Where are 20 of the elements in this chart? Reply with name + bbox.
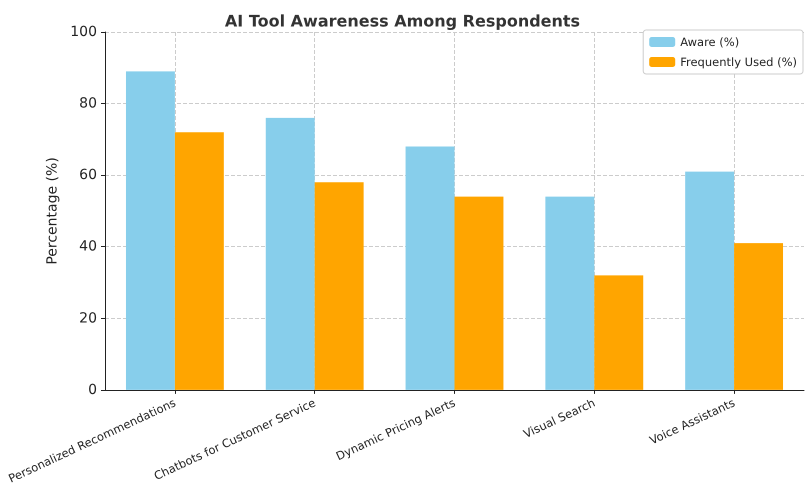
bar: [174, 132, 224, 390]
bar: [545, 196, 594, 390]
bar: [314, 182, 364, 390]
y-tick-label: 80: [79, 96, 97, 112]
bar: [685, 172, 734, 390]
bar: [126, 71, 175, 390]
y-axis-title: Percentage (%): [44, 157, 60, 265]
chart-title: AI Tool Awareness Among Respondents: [224, 12, 580, 30]
bar: [594, 275, 644, 390]
y-tick-label: 0: [88, 382, 97, 398]
bar: [454, 196, 504, 390]
bar: [266, 118, 315, 390]
bar: [406, 146, 454, 390]
legend-label: Frequently Used (%): [680, 55, 798, 69]
bar: [734, 243, 784, 390]
y-tick-label: 60: [79, 167, 97, 184]
y-tick-label: 20: [79, 310, 97, 326]
y-tick-label: 40: [79, 238, 97, 255]
legend-label: Aware (%): [680, 35, 740, 49]
y-tick-label: 100: [70, 24, 97, 40]
